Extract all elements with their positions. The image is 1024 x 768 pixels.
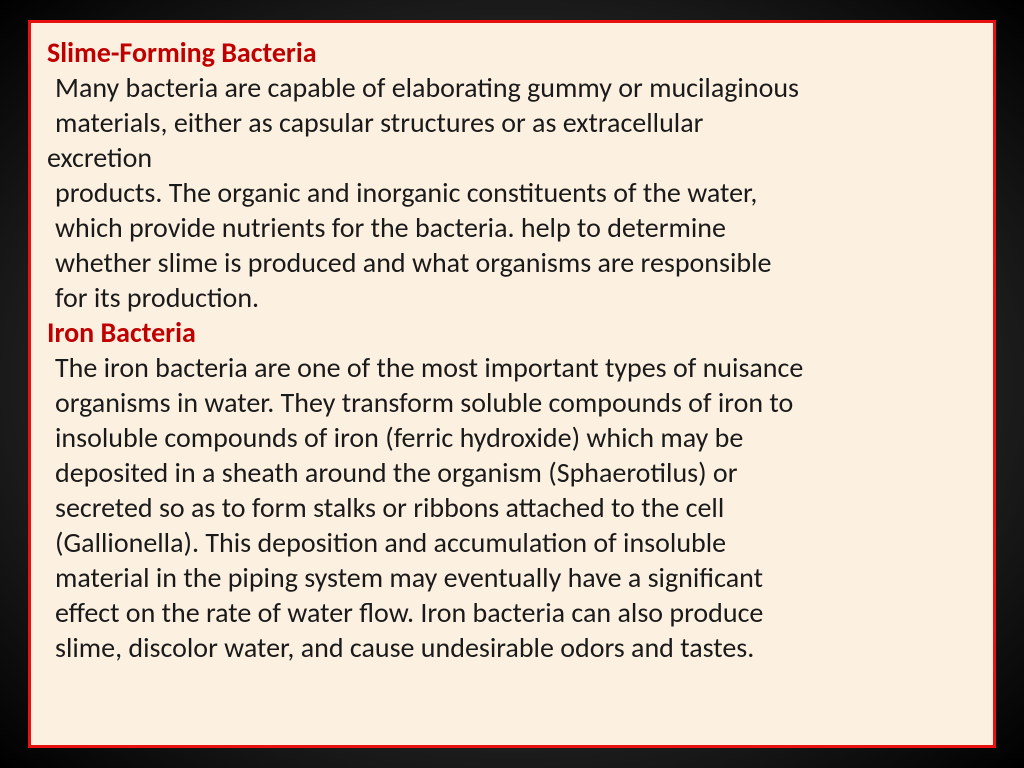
body-text-line: material in the piping system may eventu…	[47, 560, 977, 595]
body-text-line: The iron bacteria are one of the most im…	[47, 350, 977, 385]
body-text-line: effect on the rate of water flow. Iron b…	[47, 595, 977, 630]
body-text-line: for its production.	[47, 280, 977, 315]
body-text-line: whether slime is produced and what organ…	[47, 245, 977, 280]
body-text-line: products. The organic and inorganic cons…	[47, 175, 977, 210]
body-text-line: (Gallionella). This deposition and accum…	[47, 525, 977, 560]
slide-content-box: Slime-Forming Bacteria Many bacteria are…	[28, 20, 996, 748]
body-text-line: slime, discolor water, and cause undesir…	[47, 630, 977, 665]
body-text-line: secreted so as to form stalks or ribbons…	[47, 490, 977, 525]
body-text-line: deposited in a sheath around the organis…	[47, 455, 977, 490]
body-text-line: organisms in water. They transform solub…	[47, 385, 977, 420]
body-text-line: Many bacteria are capable of elaborating…	[47, 70, 977, 105]
body-text-line: insoluble compounds of iron (ferric hydr…	[47, 420, 977, 455]
section-heading-iron: Iron Bacteria	[47, 315, 977, 350]
body-text-line: which provide nutrients for the bacteria…	[47, 210, 977, 245]
body-text-line: materials, either as capsular structures…	[47, 105, 977, 140]
body-text-line: excretion	[47, 140, 977, 175]
section-heading-slime: Slime-Forming Bacteria	[47, 35, 977, 70]
